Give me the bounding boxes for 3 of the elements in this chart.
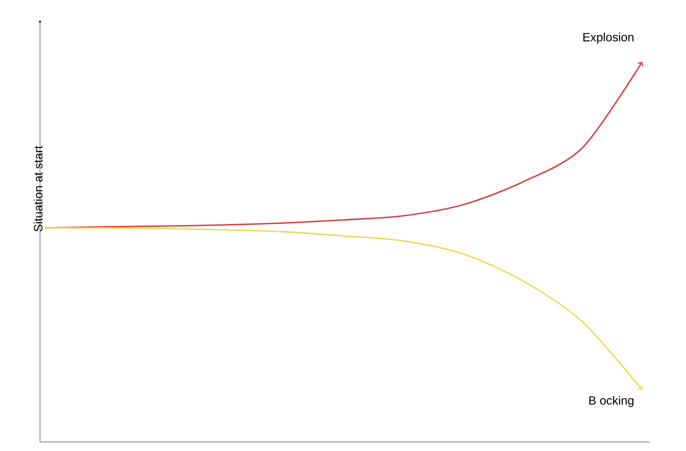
y-axis-title: Situation at start	[34, 146, 42, 232]
series-label: B ocking	[589, 396, 634, 408]
series-label: Explosion	[583, 32, 634, 44]
